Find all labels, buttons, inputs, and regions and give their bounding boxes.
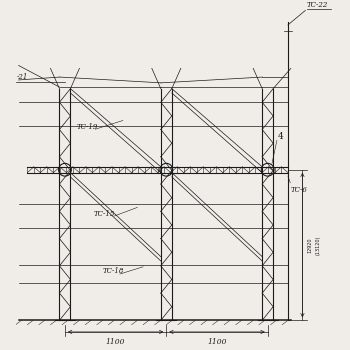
- Text: 1100: 1100: [106, 338, 125, 346]
- Text: 4: 4: [278, 132, 284, 141]
- Text: -21: -21: [16, 74, 28, 82]
- Text: 12920: 12920: [307, 237, 312, 253]
- Text: TC-19: TC-19: [77, 122, 98, 131]
- Text: TC-18: TC-18: [103, 267, 124, 275]
- Text: TC-22: TC-22: [307, 1, 328, 9]
- Text: TC-6: TC-6: [290, 186, 307, 194]
- Text: (13120): (13120): [316, 235, 321, 255]
- Text: 1100: 1100: [207, 338, 227, 346]
- Text: TC-15: TC-15: [94, 210, 115, 218]
